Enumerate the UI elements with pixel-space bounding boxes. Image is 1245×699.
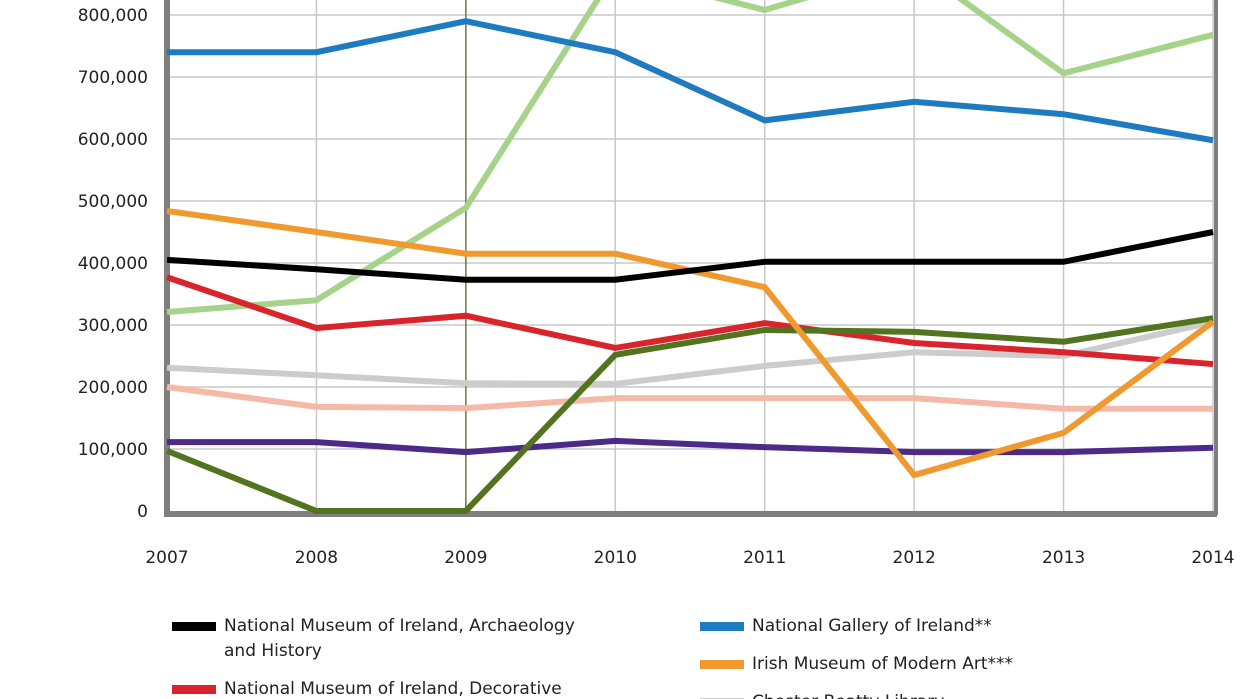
legend-item-national-gallery: National Gallery of Ireland** xyxy=(700,614,992,639)
legend-label: Chester Beatty Library xyxy=(752,690,944,699)
x-tick-label: 2010 xyxy=(594,548,637,568)
series-line-6 xyxy=(165,315,1214,514)
series-line-0 xyxy=(166,229,1214,283)
x-tick-label: 2008 xyxy=(295,548,338,568)
legend-label: Irish Museum of Modern Art*** xyxy=(752,654,1014,674)
y-tick-label: 100,000 xyxy=(78,440,148,460)
legend-item-decorative: National Museum of Ireland, Decorative xyxy=(172,677,562,699)
y-tick-label: 200,000 xyxy=(78,378,148,398)
x-tick-label: 2013 xyxy=(1042,548,1085,568)
series-line-4 xyxy=(166,318,1214,387)
x-tick-label: 2011 xyxy=(743,548,786,568)
legend-item-imma: Irish Museum of Modern Art*** xyxy=(700,652,1013,677)
legend-swatch xyxy=(172,622,216,631)
y-tick-label: 500,000 xyxy=(78,192,148,212)
y-tick-label: 800,000 xyxy=(78,6,148,26)
series-line-1 xyxy=(167,18,1214,144)
legend-swatch xyxy=(700,622,744,631)
series-line-2 xyxy=(166,274,1214,368)
y-tick-label: 400,000 xyxy=(78,254,148,274)
x-tick-label: 2007 xyxy=(145,548,188,568)
series-line-7 xyxy=(166,384,1213,412)
x-tick-label: 2014 xyxy=(1191,548,1234,568)
y-tick-label: 300,000 xyxy=(78,316,148,336)
y-tick-label: 700,000 xyxy=(78,68,148,88)
series-line-5 xyxy=(166,0,1214,315)
legend-swatch xyxy=(172,685,216,694)
series-line-8 xyxy=(167,437,1214,456)
x-tick-label: 2012 xyxy=(893,548,936,568)
legend-item-archaeology: National Museum of Ireland, Archaeology … xyxy=(172,614,575,664)
x-tick-label: 2009 xyxy=(444,548,487,568)
legend-item-chester-beatty: Chester Beatty Library xyxy=(700,690,944,699)
legend-label: National Gallery of Ireland** xyxy=(752,616,992,636)
legend-label: National Museum of Ireland, Decorative xyxy=(224,679,562,699)
y-tick-label: 0 xyxy=(137,502,148,522)
legend-label: National Museum of Ireland, Archaeology … xyxy=(224,616,575,661)
line-chart: 0 100,000 200,000 300,000 400,000 500,000 600,… xyxy=(78,0,1235,568)
y-tick-label: 600,000 xyxy=(78,130,148,150)
legend-swatch xyxy=(700,660,744,669)
